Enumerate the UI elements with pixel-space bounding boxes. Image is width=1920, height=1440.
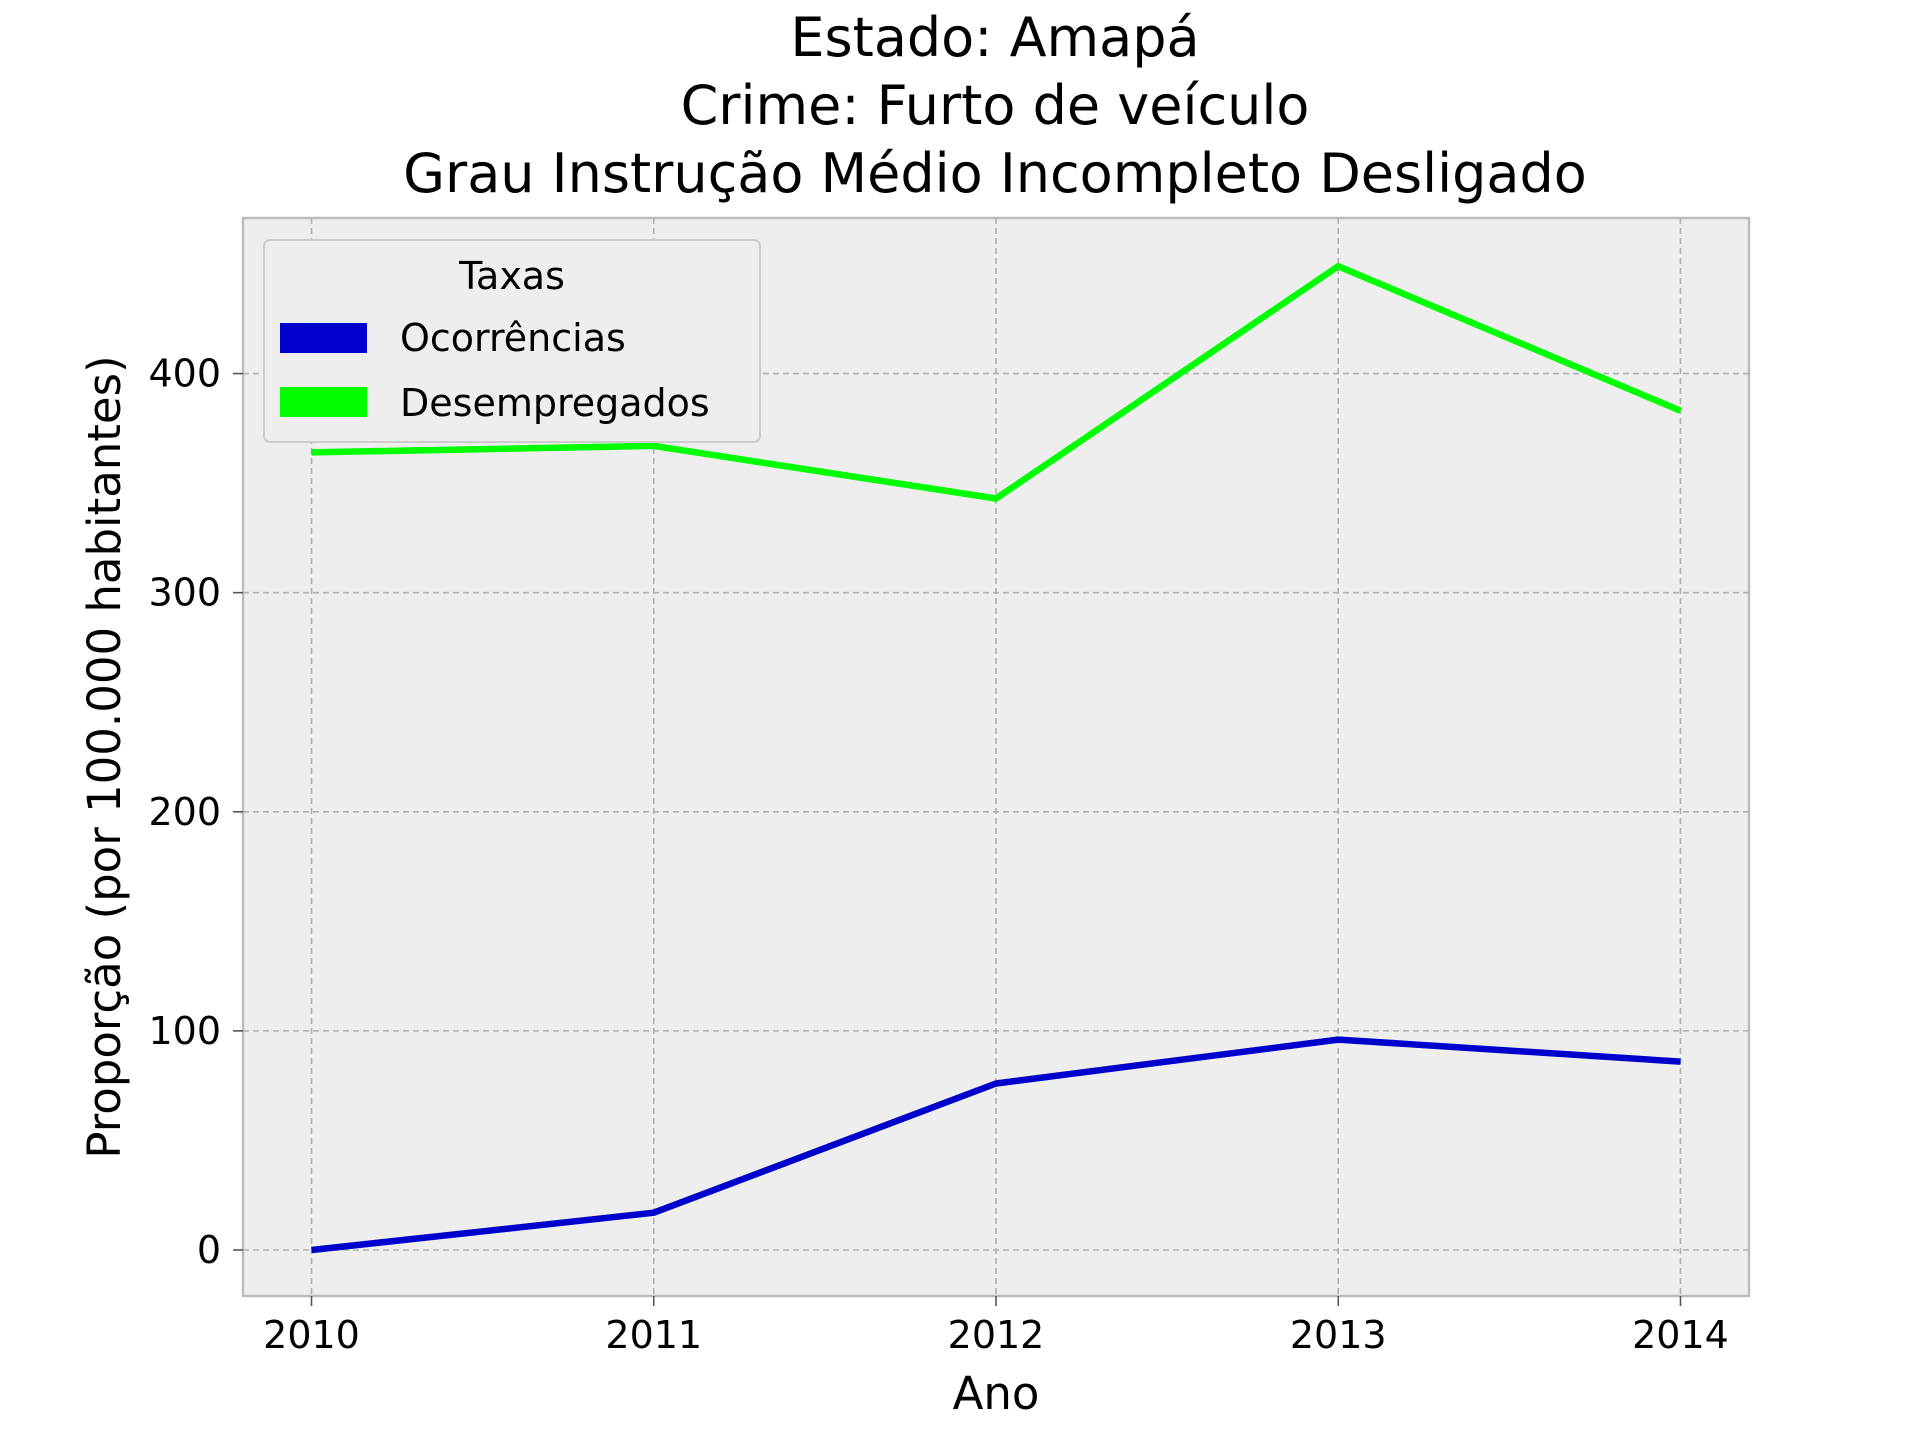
title-line-1: Estado: Amapá [790, 6, 1199, 69]
x-tick-label: 2014 [1632, 1313, 1729, 1357]
series-lines [311, 262, 1682, 1254]
y-tick-label: 400 [148, 352, 221, 396]
y-tick-label: 300 [148, 571, 221, 615]
legend-swatch-desempregados [280, 387, 367, 417]
y-tick-label: 200 [148, 790, 221, 834]
x-tick-labels: 2010 2011 2012 2013 2014 [263, 1296, 1729, 1357]
legend-label-ocorrencias: Ocorrências [400, 316, 626, 360]
title-line-3: Grau Instrução Médio Incompleto Desligad… [403, 142, 1587, 205]
legend: Taxas Ocorrências Desempregados [263, 239, 761, 443]
y-tick-labels: 0 100 200 300 400 [148, 352, 243, 1272]
x-axis-label: Ano [953, 1367, 1040, 1420]
y-tick-label: 0 [197, 1228, 221, 1272]
series-line-ocorrencias [311, 1036, 1681, 1254]
y-axis-label: Proporção (por 100.000 habitantes) [78, 355, 131, 1158]
x-tick-label: 2013 [1290, 1313, 1387, 1357]
legend-box [263, 239, 761, 443]
legend-swatch-ocorrencias [280, 323, 367, 353]
x-tick-label: 2012 [948, 1313, 1045, 1357]
x-tick-label: 2010 [263, 1313, 360, 1357]
legend-label-desempregados: Desempregados [400, 381, 710, 425]
legend-title: Taxas [458, 254, 565, 298]
title-line-2: Crime: Furto de veículo [681, 74, 1310, 137]
series-line-desempregados [311, 262, 1682, 502]
x-tick-label: 2011 [605, 1313, 702, 1357]
y-tick-label: 100 [148, 1009, 221, 1053]
